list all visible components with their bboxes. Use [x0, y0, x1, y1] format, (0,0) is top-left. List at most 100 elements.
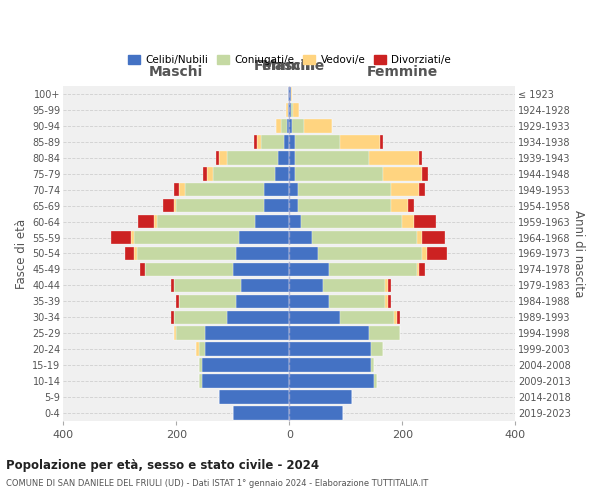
Bar [256, 215, 289, 228]
Bar [419, 151, 422, 164]
Bar [216, 151, 219, 164]
Bar [289, 294, 329, 308]
Bar [368, 326, 400, 340]
Bar [292, 119, 304, 132]
Bar [295, 167, 383, 180]
Bar [288, 87, 289, 101]
Bar [205, 342, 289, 356]
Bar [298, 183, 391, 196]
Legend: Celibi/Nubili, Coniugati/e, Vedovi/e, Divorziati/e: Celibi/Nubili, Coniugati/e, Vedovi/e, Di… [124, 51, 455, 70]
Bar [134, 246, 137, 260]
Bar [137, 246, 236, 260]
Bar [397, 310, 400, 324]
Bar [289, 262, 329, 276]
Bar [329, 262, 416, 276]
Bar [284, 135, 289, 148]
Bar [419, 262, 425, 276]
Bar [289, 342, 371, 356]
Bar [289, 87, 290, 101]
Bar [298, 199, 391, 212]
Bar [289, 103, 290, 117]
Bar [219, 390, 289, 404]
Bar [236, 294, 289, 308]
Text: Femmine: Femmine [254, 59, 325, 73]
Bar [173, 199, 176, 212]
Bar [371, 342, 383, 356]
Bar [140, 262, 145, 276]
Bar [289, 167, 295, 180]
Bar [145, 262, 233, 276]
Bar [317, 246, 422, 260]
Bar [403, 215, 414, 228]
Bar [391, 199, 408, 212]
Bar [329, 294, 385, 308]
Bar [427, 246, 446, 260]
Bar [289, 326, 368, 340]
Bar [290, 87, 292, 101]
Bar [304, 119, 332, 132]
Bar [419, 183, 425, 196]
Bar [203, 167, 208, 180]
Bar [233, 406, 289, 420]
Bar [154, 215, 157, 228]
Y-axis label: Anni di nascita: Anni di nascita [572, 210, 585, 297]
Bar [202, 374, 289, 388]
Bar [179, 183, 185, 196]
Bar [416, 231, 422, 244]
Bar [202, 358, 289, 372]
Bar [264, 199, 289, 212]
Bar [289, 215, 301, 228]
Bar [205, 326, 289, 340]
Bar [199, 342, 205, 356]
Bar [257, 135, 261, 148]
Bar [422, 167, 428, 180]
Bar [233, 262, 289, 276]
Bar [293, 103, 299, 117]
Bar [275, 167, 289, 180]
Bar [380, 135, 383, 148]
Bar [264, 183, 289, 196]
Bar [289, 278, 323, 292]
Bar [289, 390, 352, 404]
Bar [289, 246, 317, 260]
Bar [176, 294, 179, 308]
Bar [176, 326, 205, 340]
Bar [391, 183, 419, 196]
Bar [371, 358, 374, 372]
Bar [374, 374, 377, 388]
Bar [125, 246, 134, 260]
Bar [157, 215, 256, 228]
Bar [254, 135, 257, 148]
Bar [236, 246, 289, 260]
Bar [340, 135, 380, 148]
Bar [163, 199, 173, 212]
Bar [199, 358, 202, 372]
Bar [185, 183, 264, 196]
Bar [368, 151, 419, 164]
Bar [295, 151, 368, 164]
Bar [173, 326, 176, 340]
Bar [286, 103, 287, 117]
Bar [261, 135, 284, 148]
Bar [323, 278, 385, 292]
Bar [289, 374, 374, 388]
Bar [171, 310, 173, 324]
Bar [290, 103, 293, 117]
Bar [287, 103, 289, 117]
Bar [289, 199, 298, 212]
Y-axis label: Fasce di età: Fasce di età [15, 218, 28, 288]
Bar [278, 151, 289, 164]
Bar [408, 199, 414, 212]
Text: Maschi: Maschi [262, 59, 316, 73]
Bar [289, 119, 292, 132]
Bar [112, 231, 131, 244]
Bar [179, 294, 236, 308]
Text: Femmine: Femmine [367, 66, 438, 80]
Bar [239, 231, 289, 244]
Bar [176, 199, 264, 212]
Bar [241, 278, 289, 292]
Bar [289, 135, 295, 148]
Bar [277, 119, 281, 132]
Bar [289, 183, 298, 196]
Bar [394, 310, 397, 324]
